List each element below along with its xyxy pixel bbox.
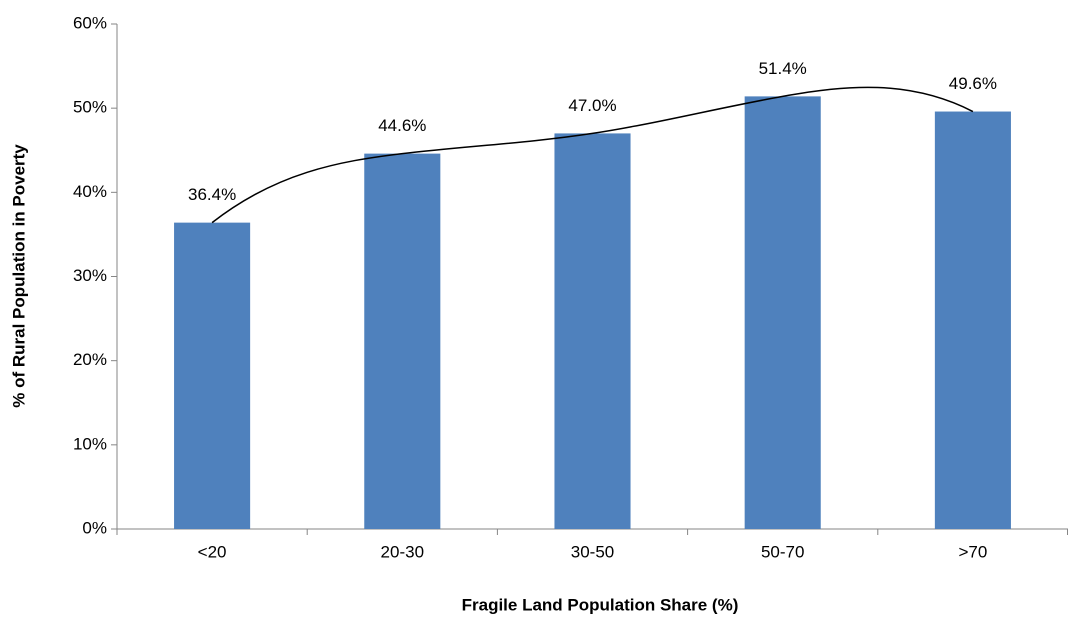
x-tick-label: <20 xyxy=(198,542,227,561)
bar xyxy=(554,133,631,529)
x-tick-label: 20-30 xyxy=(381,542,424,561)
y-tick-label: 60% xyxy=(73,13,107,32)
y-axis-title: % of Rural Population in Poverty xyxy=(9,144,28,408)
value-label: 51.4% xyxy=(759,59,807,78)
y-tick-label: 10% xyxy=(73,434,107,453)
y-tick-label: 40% xyxy=(73,182,107,201)
bar xyxy=(934,111,1011,530)
x-tick-label: 50-70 xyxy=(761,542,804,561)
y-tick-label: 50% xyxy=(73,98,107,117)
bar xyxy=(174,222,251,529)
value-label: 47.0% xyxy=(568,96,616,115)
x-tick-label: 30-50 xyxy=(571,542,614,561)
x-tick-label: >70 xyxy=(958,542,987,561)
y-tick-label: 20% xyxy=(73,350,107,369)
bar xyxy=(744,96,821,529)
bar xyxy=(364,153,441,529)
value-label: 44.6% xyxy=(378,116,426,135)
y-tick-label: 30% xyxy=(73,266,107,285)
x-axis-title: Fragile Land Population Share (%) xyxy=(462,595,739,614)
y-tick-label: 0% xyxy=(82,518,107,537)
value-label: 36.4% xyxy=(188,185,236,204)
trendline xyxy=(211,86,974,224)
value-label: 49.6% xyxy=(949,74,997,93)
